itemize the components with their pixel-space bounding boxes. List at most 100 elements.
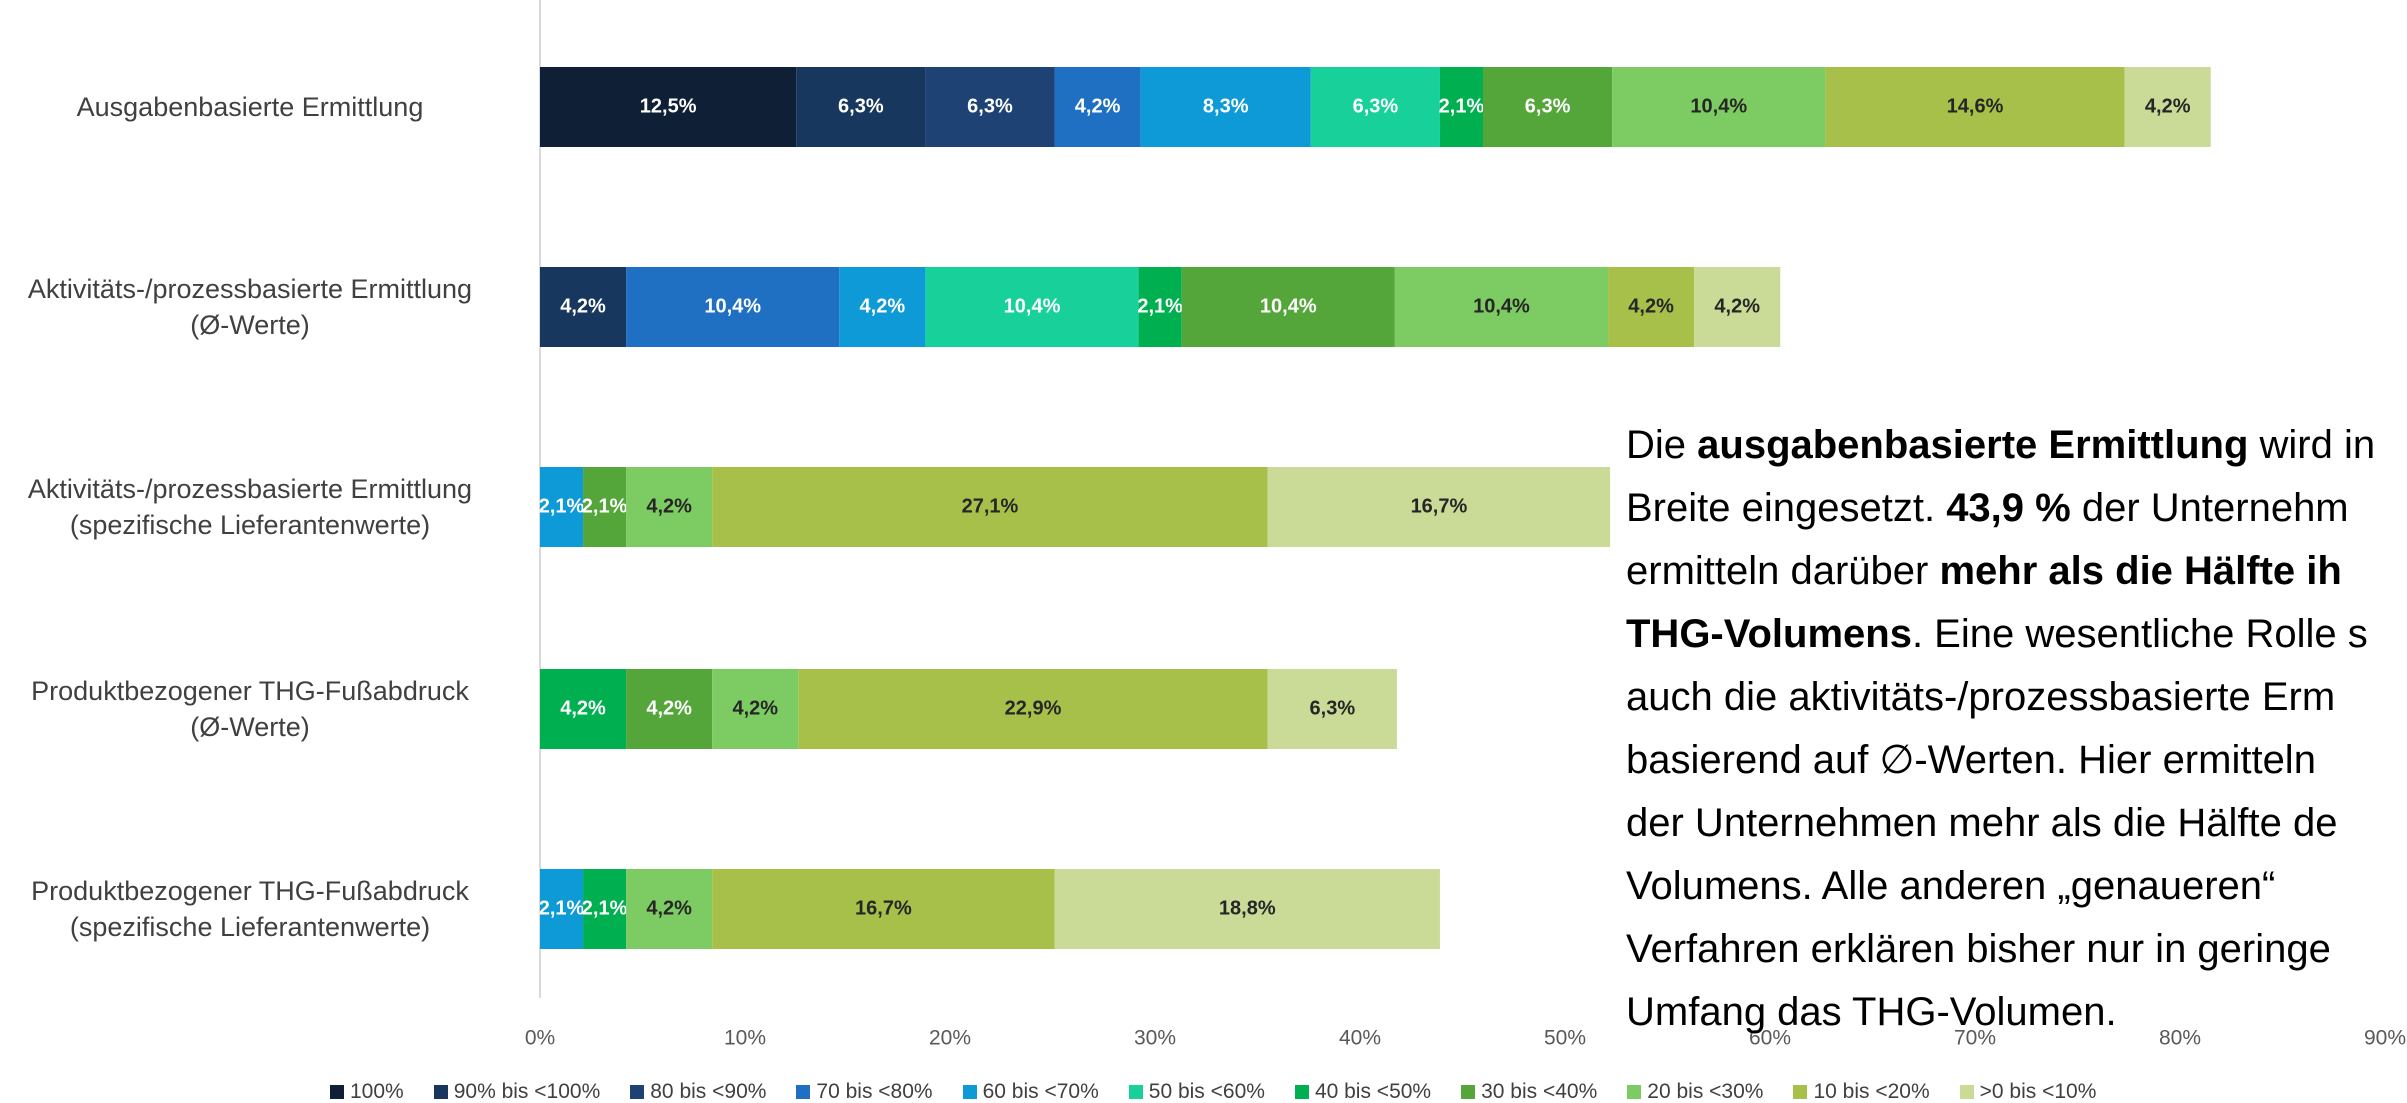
value-label: 16,7% (855, 897, 912, 919)
value-label: 12,5% (640, 95, 697, 117)
bar-segment (583, 869, 627, 949)
value-label: 16,7% (1411, 495, 1468, 517)
bar-segment (1694, 267, 1781, 347)
annotation-text: der Unternehmen mehr als die Hälfte de (1626, 801, 2338, 845)
bar-segment (1267, 467, 1611, 547)
bar-segment (540, 67, 797, 147)
annotation-text: basierend auf ∅-Werten. Hier ermitteln (1626, 738, 2316, 782)
value-label: 2,1% (1439, 95, 1485, 117)
bar-segment (712, 467, 1268, 547)
value-label: 4,2% (560, 697, 606, 719)
annotation-line: basierend auf ∅-Werten. Hier ermitteln (1626, 729, 2375, 792)
value-label: 4,2% (2145, 95, 2191, 117)
annotation-line: Die ausgabenbasierte Ermittlung wird in (1626, 414, 2375, 477)
value-label: 6,3% (1310, 697, 1356, 719)
annotation-text: Umfang das THG-Volumen. (1626, 990, 2117, 1034)
legend-item: 50 bis <60% (1128, 1080, 1265, 1103)
annotation-text: THG-Volumens (1626, 612, 1912, 656)
legend-swatch (630, 1085, 645, 1099)
category-label: Ausgabenbasierte Ermittlung (76, 92, 424, 122)
legend-item: 40 bis <50% (1294, 1080, 1432, 1103)
legend-swatch (433, 1085, 448, 1099)
bar-segment (796, 67, 926, 147)
value-label: 22,9% (1005, 697, 1062, 719)
bar-segment (540, 467, 584, 547)
value-label: 4,2% (860, 295, 906, 317)
bar-segment (626, 669, 713, 749)
value-label: 4,2% (560, 295, 606, 317)
bar-segment (1181, 267, 1395, 347)
bar-segment (839, 267, 926, 347)
bar-segment (1439, 67, 1483, 147)
value-label: 6,3% (967, 95, 1013, 117)
x-tick-label: 90% (2364, 1027, 2406, 1050)
x-tick-label: 60% (1749, 1027, 1791, 1050)
bar-segment (1483, 67, 1613, 147)
legend: 100% 90% bis <100% 80 bis <90% 70 bis <80% 6… (330, 1080, 2096, 1103)
legend-item: 30 bis <40% (1461, 1080, 1597, 1103)
legend-swatch (1128, 1085, 1143, 1099)
value-label: 4,2% (1075, 95, 1121, 117)
legend-label: >0 bis <10% (1979, 1080, 2097, 1103)
legend-swatch (1627, 1085, 1642, 1099)
annotation-text: ausgabenbasierte Ermittlung (1697, 423, 2249, 467)
annotation-line: der Unternehmen mehr als die Hälfte de (1626, 792, 2375, 855)
annotation-text: Verfahren erklären bisher nur in geringe (1626, 927, 2331, 971)
x-tick-label: 50% (1544, 1027, 1586, 1050)
value-label: 27,1% (962, 495, 1019, 517)
value-label: 2,1% (539, 897, 585, 919)
legend-item: 100% (330, 1080, 404, 1103)
x-tick-label: 80% (2159, 1027, 2201, 1050)
annotation-text: Breite eingesetzt. (1626, 486, 1947, 530)
legend-label: 10 bis <20% (1813, 1080, 1930, 1103)
annotation-line: ermitteln darüber mehr als die Hälfte ih (1626, 540, 2375, 603)
value-label: 6,3% (1525, 95, 1571, 117)
bar-segment (712, 869, 1055, 949)
annotation-text: Die (1626, 423, 1698, 467)
bar-segment (1310, 67, 1440, 147)
annotation-text: . Eine wesentliche Rolle s (1911, 612, 2368, 656)
x-tick-label: 10% (724, 1027, 766, 1050)
legend-item: 90% bis <100% (433, 1080, 600, 1103)
value-label: 4,2% (646, 897, 692, 919)
value-label: 10,4% (704, 295, 761, 317)
bar-segment (1054, 869, 1440, 949)
annotation-text: mehr als die Hälfte ih (1939, 549, 2342, 593)
legend-label: 60 bis <70% (982, 1080, 1099, 1103)
bar-segment (1267, 669, 1397, 749)
annotation-line: Umfang das THG-Volumen. (1626, 981, 2375, 1044)
x-tick-label: 0% (525, 1027, 555, 1050)
bar-segment (626, 869, 713, 949)
legend-label: 40 bis <50% (1314, 1080, 1432, 1103)
value-label: 4,2% (646, 495, 692, 517)
annotation-text: wird in (2248, 423, 2376, 467)
value-label: 2,1% (582, 495, 628, 517)
bar-segment (798, 669, 1268, 749)
legend-label: 100% (350, 1080, 404, 1103)
legend-swatch (1461, 1085, 1476, 1099)
x-tick-label: 20% (929, 1027, 971, 1050)
value-label: 10,4% (1004, 295, 1061, 317)
bar-segment (1612, 67, 1826, 147)
legend-label: 50 bis <60% (1148, 1080, 1265, 1103)
bar-segment (626, 467, 713, 547)
value-label: 4,2% (732, 697, 778, 719)
legend-swatch (962, 1085, 977, 1099)
bar-segment (1608, 267, 1695, 347)
bar-segment (712, 669, 799, 749)
annotation-text: ermitteln darüber (1626, 549, 1940, 593)
bar-segment (1054, 67, 1141, 147)
category-label: Aktivitäts-/prozessbasierte Ermittlung (… (27, 474, 473, 540)
bar-segment (626, 267, 840, 347)
annotation-text: der Unternehm (2070, 486, 2349, 530)
legend-item: 20 bis <30% (1627, 1080, 1763, 1103)
legend-swatch (1959, 1085, 1974, 1099)
annotation: Die ausgabenbasierte Ermittlung wird in B… (1626, 414, 2375, 1044)
annotation-text: 43,9 % (1946, 486, 2071, 530)
x-tick-label: 70% (1954, 1027, 1996, 1050)
legend-item: >0 bis <10% (1959, 1080, 2097, 1103)
bar-segment (1138, 267, 1182, 347)
value-label: 18,8% (1219, 897, 1276, 919)
bar-segment (925, 67, 1055, 147)
